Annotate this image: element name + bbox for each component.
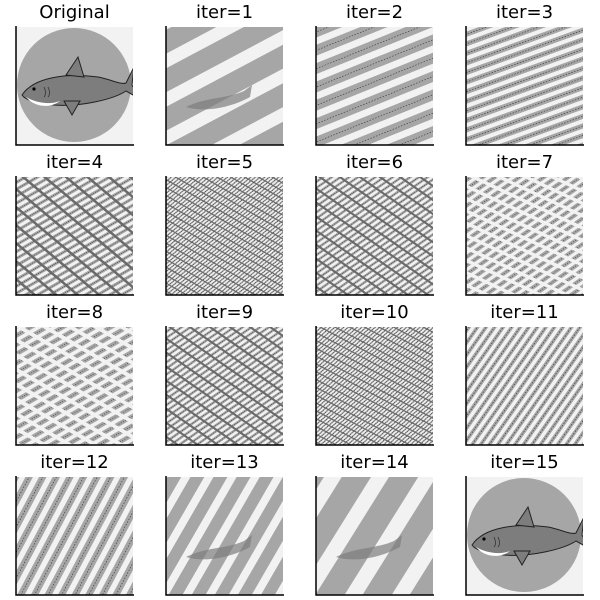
panel-12: iter=12 [15,452,134,596]
panel-6: iter=6 [315,152,434,296]
panel-image [166,327,283,445]
panel-image [166,477,283,595]
panel-1: iter=1 [165,2,284,146]
panel-image [16,477,133,595]
panel-title: iter=3 [496,2,553,23]
panel-axes [465,176,584,296]
panel-image [466,177,583,295]
panel-axes [165,326,284,446]
panel-image [16,327,133,445]
panel-7: iter=7 [465,152,584,296]
panel-image [316,477,433,595]
panel-title: iter=11 [490,302,559,323]
panel-8: iter=8 [15,302,134,446]
panel-title: iter=7 [496,152,553,173]
panel-axes [315,326,434,446]
panel-3: iter=3 [465,2,584,146]
panel-image [16,27,133,145]
panel-title: iter=12 [40,452,109,473]
panel-title: iter=4 [46,152,103,173]
panel-title: iter=14 [340,452,409,473]
panel-title: iter=9 [196,302,253,323]
panel-axes [465,476,584,596]
panel-title: iter=10 [340,302,409,323]
panel-9: iter=9 [165,302,284,446]
panel-axes [315,26,434,146]
panel-title: Original [39,2,109,23]
panel-15: iter=15 [465,452,584,596]
panel-axes [15,26,134,146]
panel-axes [465,26,584,146]
panel-image [466,27,583,145]
panel-10: iter=10 [315,302,434,446]
panel-5: iter=5 [165,152,284,296]
panel-14: iter=14 [315,452,434,596]
panel-0: Original [15,2,134,146]
panel-4: iter=4 [15,152,134,296]
panel-title: iter=13 [190,452,259,473]
panel-axes [165,476,284,596]
panel-axes [315,176,434,296]
panel-title: iter=5 [196,152,253,173]
panel-image [166,27,283,145]
panel-axes [15,326,134,446]
panel-image [316,177,433,295]
panel-2: iter=2 [315,2,434,146]
panel-axes [465,326,584,446]
panel-title: iter=2 [346,2,403,23]
panel-axes [165,176,284,296]
panel-13: iter=13 [165,452,284,596]
panel-title: iter=8 [46,302,103,323]
panel-image [16,177,133,295]
panel-image [466,327,583,445]
panel-axes [15,476,134,596]
panel-image [316,327,433,445]
panel-axes [165,26,284,146]
panel-title: iter=15 [490,452,559,473]
shark-icon [21,55,133,117]
panel-axes [315,476,434,596]
panel-title: iter=6 [346,152,403,173]
shark-icon [471,505,583,567]
panel-title: iter=1 [196,2,253,23]
panel-axes [15,176,134,296]
panel-11: iter=11 [465,302,584,446]
panel-image [166,177,283,295]
panel-image [466,477,583,595]
